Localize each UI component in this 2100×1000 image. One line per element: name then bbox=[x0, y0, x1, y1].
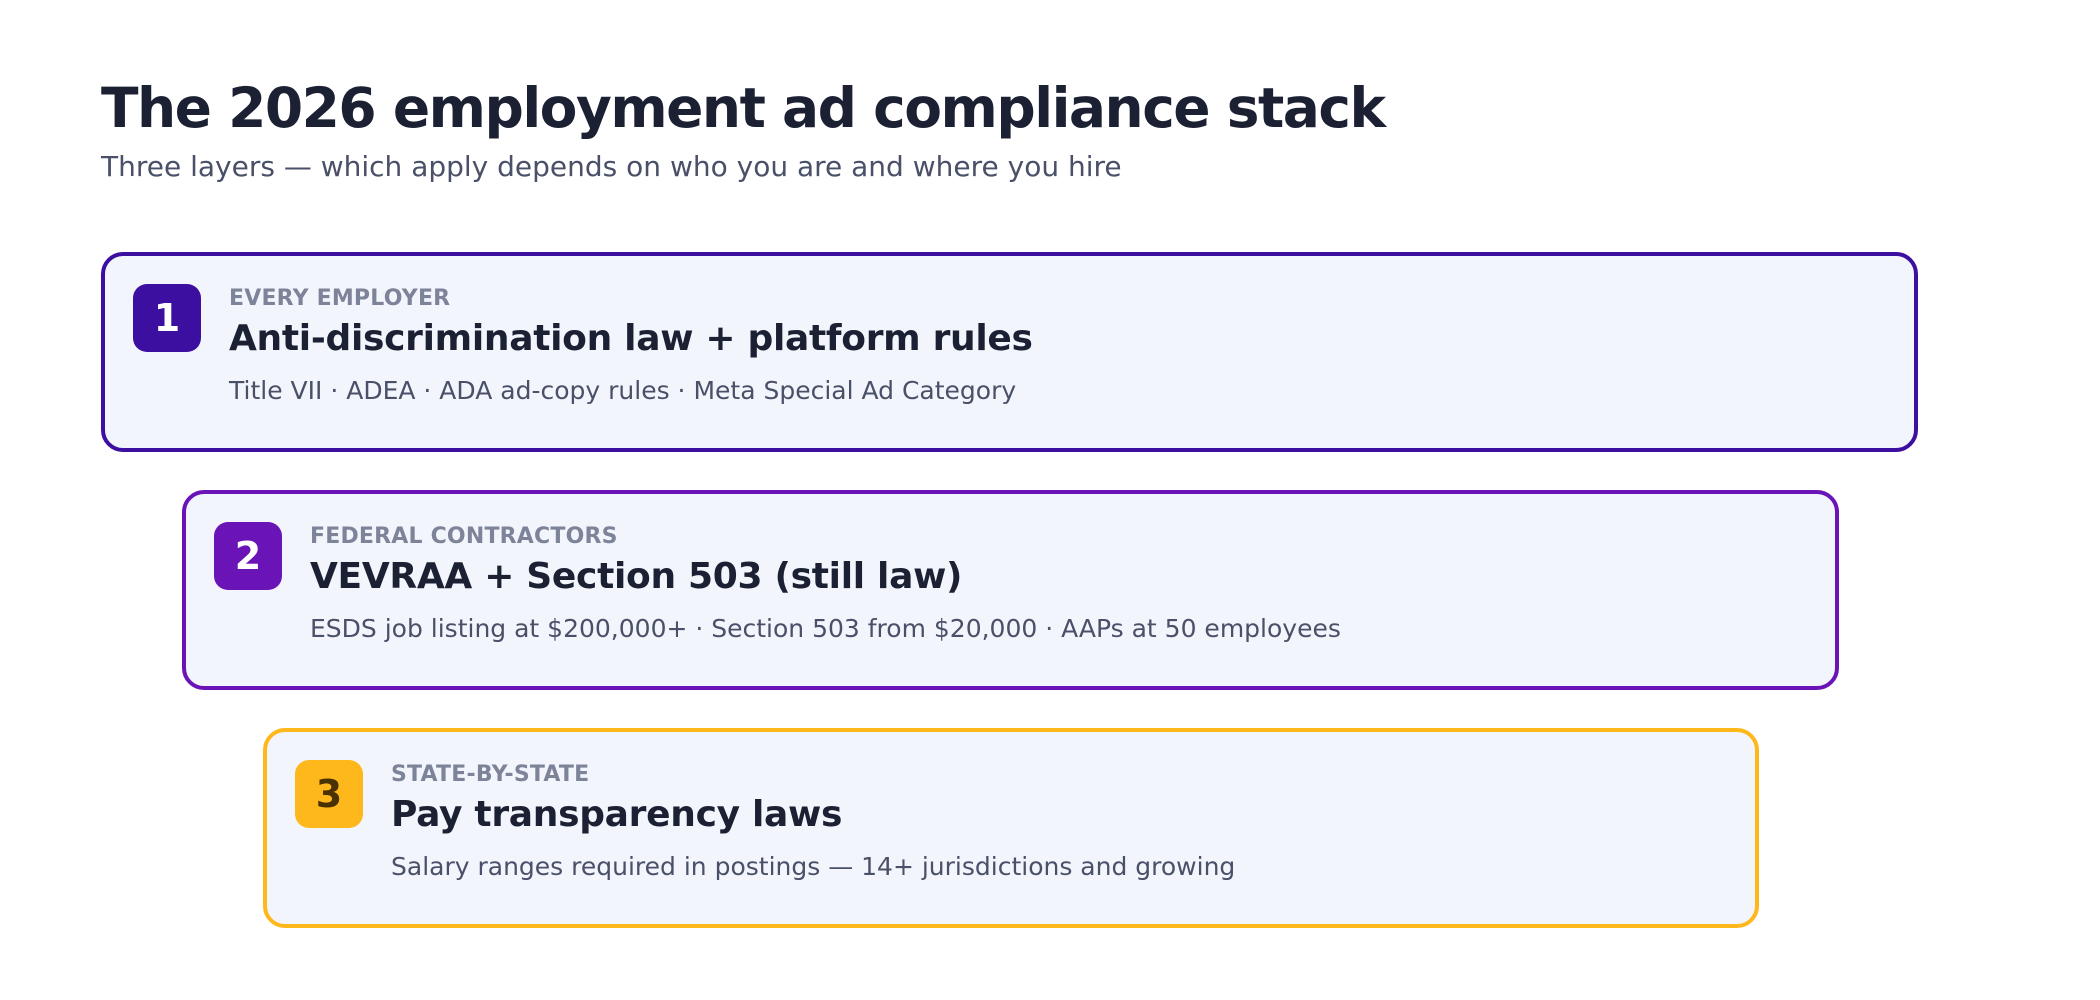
layer-card-state-by-state: 3 STATE-BY-STATE Pay transparency laws S… bbox=[263, 728, 1759, 928]
page-subtitle: Three layers — which apply depends on wh… bbox=[101, 150, 1122, 183]
layer-tag: FEDERAL CONTRACTORS bbox=[310, 524, 618, 549]
page-title: The 2026 employment ad compliance stack bbox=[101, 76, 1386, 140]
layer-heading: VEVRAA + Section 503 (still law) bbox=[310, 556, 963, 597]
layer-tag: EVERY EMPLOYER bbox=[229, 286, 451, 311]
layer-card-federal-contractors: 2 FEDERAL CONTRACTORS VEVRAA + Section 5… bbox=[182, 490, 1839, 690]
layer-tag: STATE-BY-STATE bbox=[391, 762, 590, 787]
layer-description: Title VII · ADEA · ADA ad-copy rules · M… bbox=[229, 376, 1017, 405]
layer-description: ESDS job listing at $200,000+ · Section … bbox=[310, 614, 1341, 643]
layer-description: Salary ranges required in postings — 14+… bbox=[391, 852, 1236, 881]
layer-number-badge: 3 bbox=[295, 760, 363, 828]
layer-number-badge: 1 bbox=[133, 284, 201, 352]
layer-number-badge: 2 bbox=[214, 522, 282, 590]
layer-heading: Pay transparency laws bbox=[391, 794, 843, 835]
layer-card-every-employer: 1 EVERY EMPLOYER Anti-discrimination law… bbox=[101, 252, 1918, 452]
layer-heading: Anti-discrimination law + platform rules bbox=[229, 318, 1033, 359]
